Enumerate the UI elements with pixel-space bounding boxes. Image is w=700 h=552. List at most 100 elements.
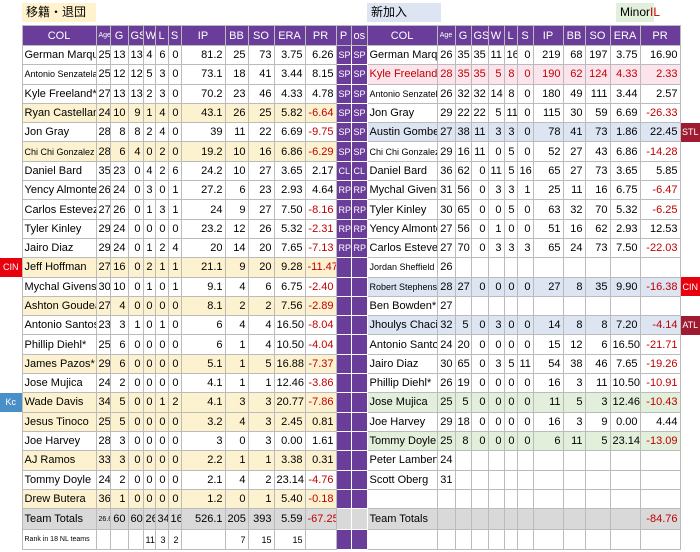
stat-cell: 18 [224, 64, 249, 85]
blank [0, 25, 22, 46]
stat-cell: 30 [562, 102, 586, 124]
stat-cell: -7.13 [304, 237, 337, 259]
stat-cell: 56 [454, 218, 472, 239]
position [350, 508, 368, 531]
stat-cell: 0 [487, 141, 505, 162]
stat-cell: 8 [503, 83, 518, 104]
header-cell: ERA [609, 25, 641, 46]
stat-cell [487, 469, 505, 490]
position: SP [335, 44, 352, 66]
player-name [366, 529, 438, 551]
stat-cell: 0 [154, 295, 169, 317]
stat-cell: -4.04 [304, 334, 337, 355]
stat-cell: 5.32 [609, 199, 641, 220]
stat-cell: -22.03 [639, 237, 681, 259]
stat-cell: 4.1 [180, 392, 226, 413]
stat-cell: 73 [584, 160, 611, 182]
stat-cell: 10 [224, 160, 249, 182]
stat-cell: 23 [224, 83, 249, 104]
stat-cell: 27 [247, 160, 275, 182]
stat-cell: 65 [454, 353, 472, 375]
stat-cell: 0.81 [304, 411, 337, 432]
team-badge [680, 393, 700, 412]
stat-cell: 4.1 [180, 373, 226, 394]
stat-cell: 60 [127, 508, 144, 531]
stat-cell: 0 [167, 315, 182, 336]
stat-cell: 0 [487, 392, 505, 413]
stat-cell [487, 508, 505, 531]
team-badge [680, 219, 700, 238]
stat-cell: 3 [154, 64, 169, 85]
stat-cell: 124 [584, 64, 611, 85]
stat-cell: 2 [247, 295, 275, 317]
player-name: Jon Gray [21, 122, 97, 143]
stat-cell: 23.14 [273, 469, 306, 490]
stat-cell: 18 [454, 411, 472, 432]
player-row: Jon Gray 28 8 8 2 4 0 39 11 22 6.69 -9.75 SP SP Austin… [0, 122, 700, 143]
stat-cell: 5.59 [273, 508, 306, 531]
stat-cell: 2.1 [180, 469, 226, 490]
stat-cell: 26 [95, 180, 111, 201]
position [350, 295, 368, 317]
stat-cell: 0 [167, 141, 182, 162]
stat-cell: 3 [503, 122, 518, 143]
stat-cell: 16 [532, 373, 564, 394]
stat-cell [95, 529, 111, 551]
team-badge [0, 335, 22, 354]
stat-cell: 0 [503, 392, 518, 413]
position [335, 411, 352, 432]
stat-cell: 27 [95, 83, 111, 104]
stat-cell: 27 [436, 295, 456, 317]
header-cell: S [516, 25, 534, 46]
stat-cell: 19 [454, 373, 472, 394]
player-name: Mychal Givens [21, 276, 97, 297]
stat-cell: 0 [142, 392, 156, 413]
player-name: Antonio Santos [366, 334, 438, 355]
team-badge [0, 103, 22, 122]
team-badge [680, 103, 700, 122]
stat-cell: 0 [154, 488, 169, 510]
stat-cell: 4 [247, 334, 275, 355]
stat-cell: 4.44 [639, 411, 681, 432]
team-badge [0, 277, 22, 296]
player-name: Daniel Bard [21, 160, 97, 182]
stat-cell: 2 [154, 160, 169, 182]
stat-cell: 13 [127, 83, 144, 104]
stat-cell [516, 508, 534, 531]
position [335, 488, 352, 510]
stat-cell: 3 [247, 411, 275, 432]
stat-cell: 3 [487, 237, 505, 259]
stat-cell: 6.86 [273, 141, 306, 162]
player-name: Jairo Diaz [21, 237, 97, 259]
stat-cell: 5 [247, 353, 275, 375]
player-name: Yency Almonte [366, 218, 438, 239]
stat-cell [584, 488, 611, 510]
stat-cell: 0 [142, 218, 156, 239]
player-name: Phillip Diehl* [366, 373, 438, 394]
stat-cell: 11 [142, 529, 156, 551]
team-badge [680, 84, 700, 103]
stat-cell: 24 [95, 469, 111, 490]
stat-cell: 8 [562, 315, 586, 336]
blank [680, 25, 700, 46]
stat-cell: 0 [167, 64, 182, 85]
stat-cell: -4.14 [639, 315, 681, 336]
stat-cell [127, 529, 144, 551]
stat-cell: 11 [470, 122, 489, 143]
stat-cell: 0 [142, 141, 156, 162]
stat-cell: 28 [95, 141, 111, 162]
stat-cell: 0 [167, 469, 182, 490]
stat-cell: 78 [532, 122, 564, 143]
stat-cell: 23.14 [609, 430, 641, 452]
stat-cell: 5.1 [180, 353, 226, 375]
stat-cell: 3 [487, 180, 505, 201]
stat-cell: 27 [436, 218, 456, 239]
stat-cell: -2.89 [304, 295, 337, 317]
stat-cell: 4 [224, 469, 249, 490]
stat-cell [609, 529, 641, 551]
stat-cell: 54 [532, 353, 564, 375]
player-name: Antonio Senzatela [366, 83, 438, 104]
stat-cell: 16 [562, 218, 586, 239]
stat-cell: 8 [454, 430, 472, 452]
